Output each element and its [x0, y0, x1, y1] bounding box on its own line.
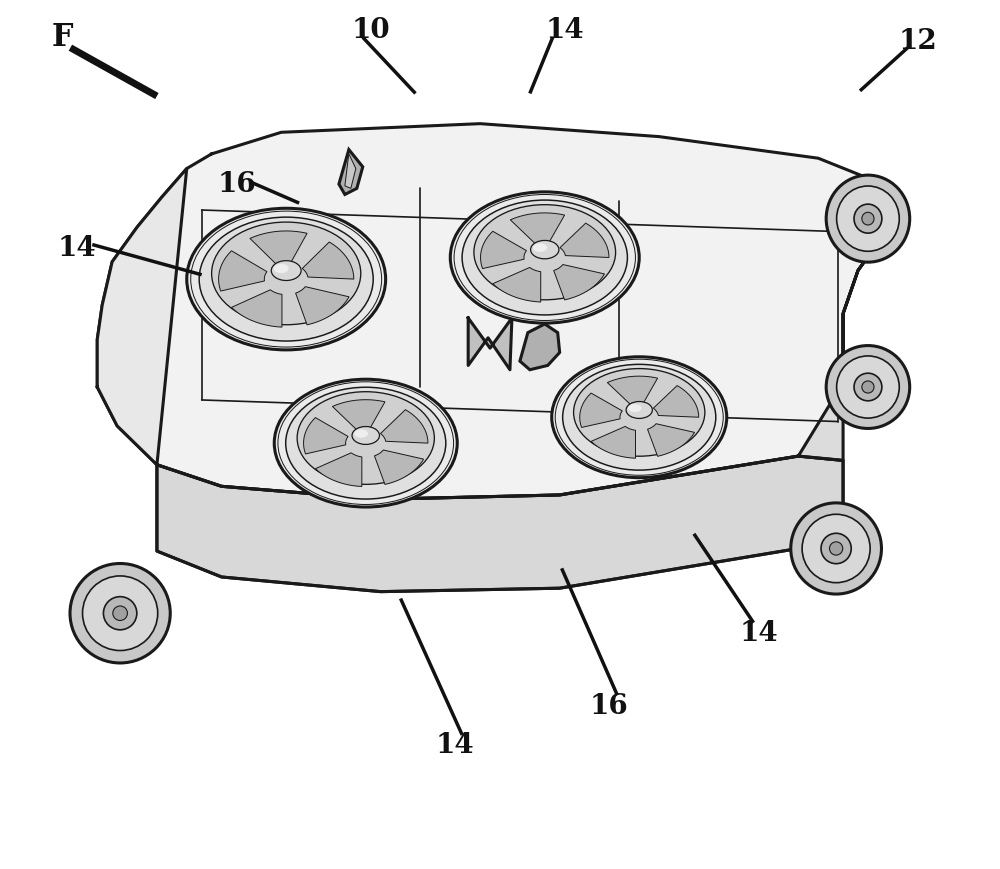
Ellipse shape	[563, 364, 716, 470]
Ellipse shape	[628, 404, 641, 412]
Polygon shape	[374, 450, 424, 484]
Ellipse shape	[854, 204, 882, 233]
Ellipse shape	[274, 264, 289, 273]
Ellipse shape	[826, 176, 910, 262]
Text: F: F	[52, 22, 73, 53]
Ellipse shape	[187, 209, 386, 350]
Polygon shape	[591, 427, 635, 458]
Polygon shape	[304, 418, 348, 454]
Polygon shape	[302, 242, 354, 279]
Text: 14: 14	[436, 732, 475, 759]
Polygon shape	[560, 223, 609, 257]
Polygon shape	[554, 264, 604, 300]
Polygon shape	[580, 393, 622, 428]
Ellipse shape	[802, 514, 870, 583]
Ellipse shape	[862, 212, 874, 225]
Polygon shape	[481, 231, 526, 269]
Polygon shape	[250, 231, 307, 265]
Polygon shape	[381, 409, 428, 443]
Ellipse shape	[212, 222, 361, 325]
Polygon shape	[648, 424, 695, 456]
Ellipse shape	[826, 346, 910, 428]
Polygon shape	[798, 184, 888, 461]
Polygon shape	[157, 456, 843, 592]
Ellipse shape	[862, 381, 874, 393]
Polygon shape	[345, 154, 356, 189]
Ellipse shape	[354, 429, 368, 438]
Polygon shape	[607, 376, 658, 405]
Polygon shape	[97, 123, 888, 500]
Ellipse shape	[474, 205, 616, 300]
Ellipse shape	[574, 368, 705, 456]
Polygon shape	[332, 400, 385, 430]
Polygon shape	[97, 169, 187, 465]
Ellipse shape	[462, 200, 627, 315]
Polygon shape	[296, 287, 349, 325]
Ellipse shape	[70, 563, 170, 663]
Ellipse shape	[821, 534, 851, 564]
Polygon shape	[493, 268, 541, 302]
Ellipse shape	[113, 606, 127, 620]
Polygon shape	[339, 149, 363, 195]
Polygon shape	[219, 251, 267, 291]
Ellipse shape	[830, 542, 843, 555]
Ellipse shape	[199, 217, 373, 341]
Ellipse shape	[103, 597, 137, 630]
Text: 14: 14	[739, 620, 778, 647]
Ellipse shape	[531, 241, 559, 259]
Ellipse shape	[352, 427, 379, 444]
Text: 14: 14	[545, 17, 584, 44]
Ellipse shape	[626, 401, 652, 419]
Ellipse shape	[533, 243, 547, 252]
Ellipse shape	[791, 503, 881, 594]
Polygon shape	[315, 453, 362, 487]
Text: 16: 16	[590, 693, 629, 720]
Ellipse shape	[271, 261, 301, 281]
Polygon shape	[510, 213, 565, 244]
Ellipse shape	[552, 357, 727, 478]
Polygon shape	[468, 318, 512, 369]
Text: 12: 12	[898, 28, 937, 55]
Text: 16: 16	[217, 170, 256, 197]
Polygon shape	[520, 324, 560, 369]
Ellipse shape	[450, 192, 639, 323]
Polygon shape	[231, 290, 282, 327]
Text: 14: 14	[58, 235, 97, 262]
Ellipse shape	[837, 356, 899, 418]
Ellipse shape	[286, 388, 446, 499]
Ellipse shape	[854, 373, 882, 401]
Polygon shape	[157, 456, 843, 592]
Ellipse shape	[83, 576, 158, 651]
Ellipse shape	[274, 379, 457, 507]
Text: 10: 10	[351, 17, 390, 44]
Ellipse shape	[837, 186, 899, 251]
Polygon shape	[653, 386, 699, 417]
Ellipse shape	[297, 392, 434, 484]
